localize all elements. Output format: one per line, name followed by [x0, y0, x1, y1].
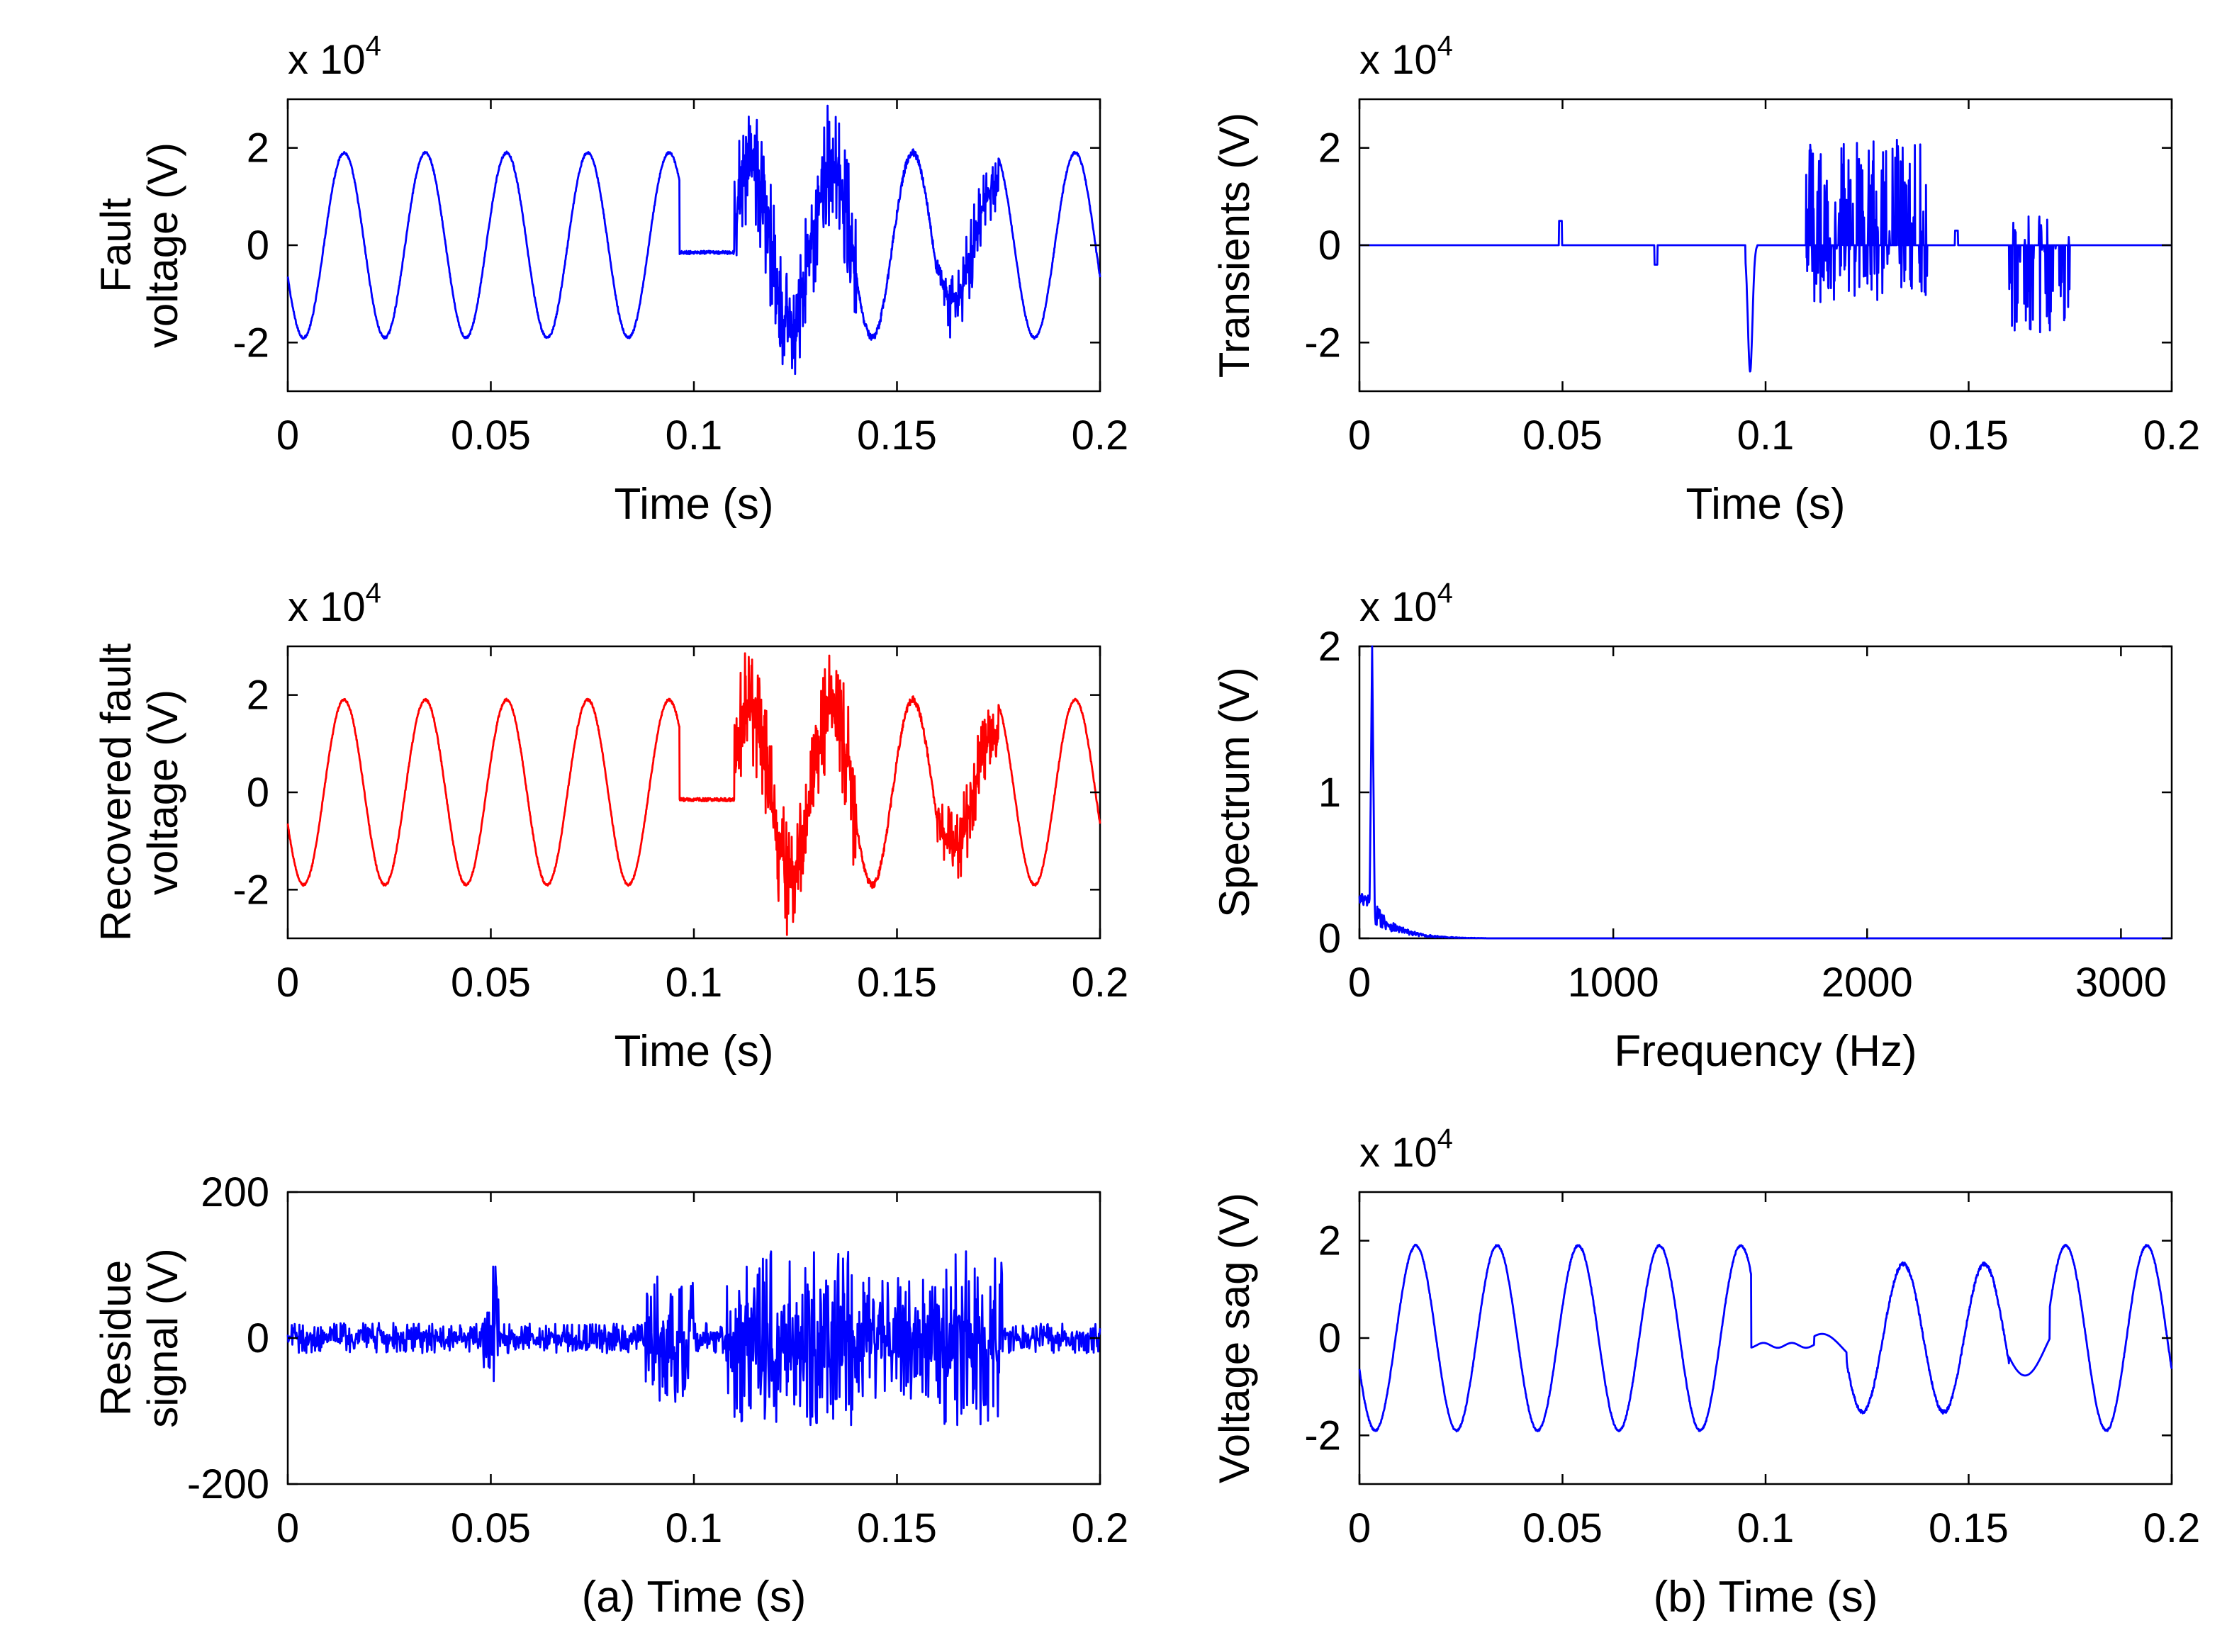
y-tick-label: 2: [247, 673, 269, 719]
x-tick-label: 0.05: [1522, 412, 1603, 459]
exponent-label: x 104: [1359, 578, 1453, 630]
exponent-label: x 104: [288, 30, 381, 83]
x-axis-label: Time (s): [615, 1027, 774, 1076]
y-axis-label: Residue: [92, 1260, 140, 1416]
subplot-spectrum: 0 1000 2000 3000 0 1 2 x 104 Frequency (Hz) Spect…: [1211, 578, 2173, 1076]
y-tick-label: -2: [1304, 1412, 1341, 1459]
x-tick-label: 0.2: [2143, 1505, 2201, 1551]
y-tick-label: 2: [1318, 624, 1341, 670]
x-tick-label: 0.15: [1929, 412, 2009, 459]
y-axis-label: Transients (V): [1211, 113, 1258, 378]
x-tick-label: 0.2: [1072, 1505, 1129, 1551]
x-tick-label: 0: [276, 960, 299, 1006]
series-line-recovered-fault-voltage: [286, 652, 1101, 936]
y-tick-label: -2: [232, 867, 269, 913]
y-tick-label: 2: [1318, 1218, 1341, 1264]
x-tick-label: 0.1: [1737, 412, 1795, 459]
series-line-residue-signal: [286, 1250, 1101, 1427]
x-axis-label: Time (s): [615, 480, 774, 529]
y-tick-label: 0: [247, 1315, 269, 1361]
y-tick-label: 0: [247, 223, 269, 269]
y-tick-label: 200: [201, 1169, 269, 1215]
x-tick-label: 0: [276, 1505, 299, 1551]
x-tick-label: 0.1: [666, 960, 723, 1006]
series-line-spectrum: [1358, 645, 2172, 940]
y-tick-label: -200: [187, 1461, 269, 1507]
x-axis-label: (b) Time (s): [1654, 1573, 1878, 1622]
y-axis-label: Recovered fault: [92, 644, 140, 942]
x-axis-label: Frequency (Hz): [1614, 1027, 1917, 1076]
x-axis-label: (a) Time (s): [582, 1573, 807, 1622]
x-tick-label: 0.15: [857, 960, 937, 1006]
exponent-label: x 104: [288, 578, 381, 630]
x-tick-label: 0.2: [1072, 960, 1129, 1006]
x-axis-label: Time (s): [1686, 480, 1846, 529]
x-tick-label: 0: [1348, 412, 1371, 459]
exponent-label: x 104: [1359, 1123, 1453, 1176]
x-tick-label: 0: [1348, 1505, 1371, 1551]
x-tick-label: 0.05: [451, 1505, 531, 1551]
x-tick-label: 0.1: [666, 412, 723, 459]
x-tick-label: 0.15: [857, 1505, 937, 1551]
y-tick-label: 0: [1318, 916, 1341, 962]
y-tick-label: 0: [1318, 223, 1341, 269]
y-tick-label: 0: [247, 770, 269, 816]
x-tick-label: 0.1: [1737, 1505, 1795, 1551]
x-tick-label: 1000: [1568, 960, 1659, 1006]
series-line-voltage-sag: [1358, 1243, 2173, 1433]
exponent-label: x 104: [1359, 30, 1453, 83]
y-tick-label: 2: [247, 125, 269, 172]
series-line-transients: [1359, 138, 2172, 373]
series-line-fault-voltage: [286, 104, 1101, 376]
x-tick-label: 0: [1348, 960, 1371, 1006]
subplot-recovered-fault-voltage: 0 0.05 0.1 0.15 0.2 -2 0 2 x 104 Time (s) Recovere…: [92, 578, 1128, 1076]
y-axis-label: Spectrum (V): [1211, 667, 1258, 917]
x-tick-label: 3000: [2075, 960, 2167, 1006]
y-tick-label: 1: [1318, 770, 1341, 816]
y-axis-label: signal (V): [139, 1248, 186, 1427]
y-axis-label: voltage (V): [139, 142, 186, 348]
x-tick-label: 0.15: [857, 412, 937, 459]
y-tick-label: 2: [1318, 125, 1341, 172]
axes-frame: [1358, 645, 2173, 940]
x-tick-label: 0.1: [666, 1505, 723, 1551]
y-tick-label: -2: [232, 320, 269, 366]
x-tick-label: 2000: [1822, 960, 1913, 1006]
y-axis-label: Fault: [92, 198, 140, 293]
x-tick-label: 0.2: [1072, 412, 1129, 459]
x-tick-label: 0.05: [451, 960, 531, 1006]
x-tick-label: 0.15: [1929, 1505, 2009, 1551]
y-tick-label: -2: [1304, 320, 1341, 366]
y-tick-label: 0: [1318, 1315, 1341, 1361]
x-tick-label: 0.2: [2143, 412, 2201, 459]
x-tick-label: 0: [276, 412, 299, 459]
x-tick-label: 0.05: [1522, 1505, 1603, 1551]
y-axis-label: voltage (V): [139, 690, 186, 895]
x-tick-label: 0.05: [451, 412, 531, 459]
y-axis-label: Voltage sag (V): [1211, 1193, 1258, 1483]
